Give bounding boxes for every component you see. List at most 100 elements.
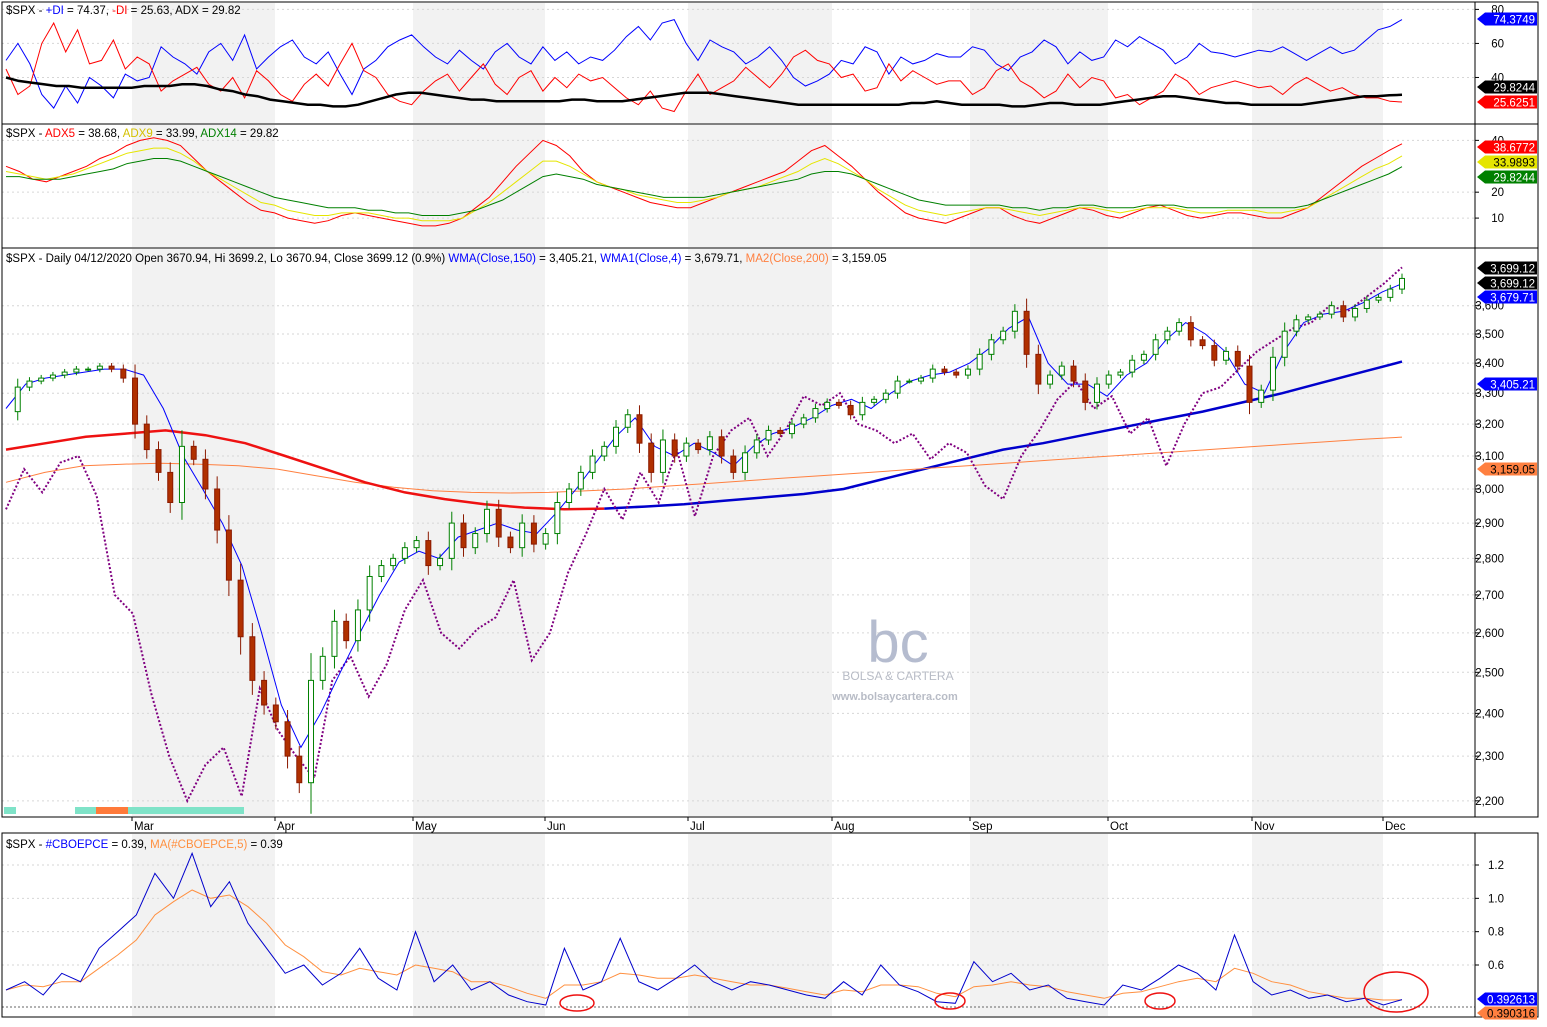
candle-body bbox=[636, 414, 643, 444]
annotation-circles bbox=[559, 971, 1429, 1013]
value-badge bbox=[1485, 276, 1537, 290]
candle-body bbox=[1328, 305, 1335, 315]
adx-title: $SPX - ADX5 = 38.68, ADX9 = 33.99, ADX14… bbox=[6, 128, 279, 140]
candle-body bbox=[519, 522, 526, 549]
tick-label: 2,200 bbox=[1475, 796, 1504, 808]
candle-body bbox=[918, 377, 925, 382]
value-badge bbox=[1485, 1006, 1537, 1020]
candle-body bbox=[1281, 330, 1288, 358]
candle-body bbox=[1035, 353, 1042, 385]
candle-body bbox=[38, 377, 45, 382]
candle-body bbox=[1387, 288, 1394, 298]
candle-body bbox=[1352, 308, 1359, 318]
candle-body bbox=[1293, 319, 1300, 332]
candle-body bbox=[1047, 374, 1054, 385]
candle-body bbox=[624, 414, 631, 428]
month-band bbox=[688, 834, 832, 1016]
candle-body bbox=[1152, 339, 1159, 355]
candle-body bbox=[202, 458, 209, 490]
month-label: Sep bbox=[972, 821, 992, 833]
candle-body bbox=[695, 442, 702, 451]
candle-body bbox=[589, 455, 596, 473]
candle-body bbox=[824, 401, 831, 410]
candle-body bbox=[460, 522, 467, 549]
badge-arrow bbox=[1477, 140, 1485, 154]
candle-body bbox=[1399, 277, 1405, 290]
candle-body bbox=[859, 401, 866, 416]
candle-body bbox=[343, 620, 350, 642]
candle-body bbox=[425, 540, 432, 567]
badge-label: 3,699.12 bbox=[1490, 279, 1535, 291]
candle-body bbox=[155, 449, 162, 473]
candle-body bbox=[730, 455, 737, 473]
badge-arrow bbox=[1477, 992, 1485, 1006]
month-band bbox=[970, 3, 1108, 123]
badge-arrow bbox=[1477, 12, 1485, 26]
candle-body bbox=[1246, 365, 1253, 403]
signal-strip bbox=[4, 807, 244, 814]
candle-body bbox=[1340, 305, 1347, 318]
plus-di-line bbox=[5, 19, 1403, 109]
month-band bbox=[970, 125, 1108, 247]
cboepce-ma-line bbox=[5, 889, 1403, 1001]
badge-label: 0.392613 bbox=[1487, 995, 1535, 1007]
candle-body bbox=[601, 445, 608, 457]
candle-body bbox=[249, 636, 256, 681]
tick-label: 10 bbox=[1491, 213, 1504, 225]
month-band bbox=[132, 3, 275, 123]
badge-label: 3,699.12 bbox=[1490, 264, 1535, 276]
candle-body bbox=[894, 380, 901, 394]
badge-arrow bbox=[1477, 276, 1485, 290]
candle-body bbox=[800, 417, 807, 425]
tick-label: 3,400 bbox=[1475, 358, 1504, 370]
month-label: Jul bbox=[690, 821, 705, 833]
candle-body bbox=[132, 377, 139, 425]
value-badge bbox=[1485, 140, 1537, 154]
candle-body bbox=[1105, 374, 1112, 385]
month-label: Mar bbox=[134, 821, 154, 833]
candle-body bbox=[1305, 316, 1312, 321]
month-label: Apr bbox=[277, 821, 295, 833]
candle-body bbox=[366, 575, 373, 611]
tick-label: 3,100 bbox=[1475, 451, 1504, 463]
candle-body bbox=[659, 439, 666, 473]
candle-body bbox=[566, 488, 573, 504]
month-band bbox=[413, 3, 545, 123]
tick-label: 60 bbox=[1491, 38, 1504, 50]
watermark-url: www.bolsaycartera.com bbox=[831, 691, 958, 703]
badge-arrow bbox=[1477, 462, 1485, 476]
candle-body bbox=[331, 620, 338, 657]
candle-body bbox=[988, 339, 995, 355]
candle-body bbox=[542, 533, 549, 545]
tick-label: 20 bbox=[1491, 187, 1504, 199]
candle-body bbox=[1140, 353, 1147, 361]
value-badge bbox=[1485, 12, 1537, 26]
adx14-line bbox=[6, 158, 1403, 216]
candle-body bbox=[777, 429, 784, 435]
tick-label: 3,000 bbox=[1475, 484, 1504, 496]
value-badge bbox=[1485, 80, 1537, 94]
candle-body bbox=[554, 502, 561, 535]
candle-body bbox=[1187, 322, 1194, 341]
month-label: Aug bbox=[834, 821, 854, 833]
candle-body bbox=[214, 488, 221, 531]
cboe-title: $SPX - #CBOEPCE = 0.39, MA(#CBOEPCE,5) =… bbox=[6, 839, 283, 851]
candle-body bbox=[49, 374, 56, 379]
value-badge bbox=[1485, 95, 1537, 109]
badge-arrow bbox=[1477, 290, 1485, 304]
candle-body bbox=[167, 471, 174, 504]
month-band bbox=[132, 249, 275, 816]
month-band bbox=[413, 125, 545, 247]
highlight-circle bbox=[1363, 971, 1429, 1013]
candle-body bbox=[26, 380, 33, 388]
candle-body bbox=[577, 471, 584, 490]
gridlines bbox=[2, 8, 1475, 1008]
wma150-line-early bbox=[5, 429, 605, 511]
tick-label: 3,300 bbox=[1475, 388, 1504, 400]
candle-body bbox=[390, 557, 397, 567]
tick-label: 3,200 bbox=[1475, 419, 1504, 431]
candle-body bbox=[742, 452, 749, 473]
badge-arrow bbox=[1477, 261, 1485, 275]
candle-body bbox=[354, 609, 361, 642]
